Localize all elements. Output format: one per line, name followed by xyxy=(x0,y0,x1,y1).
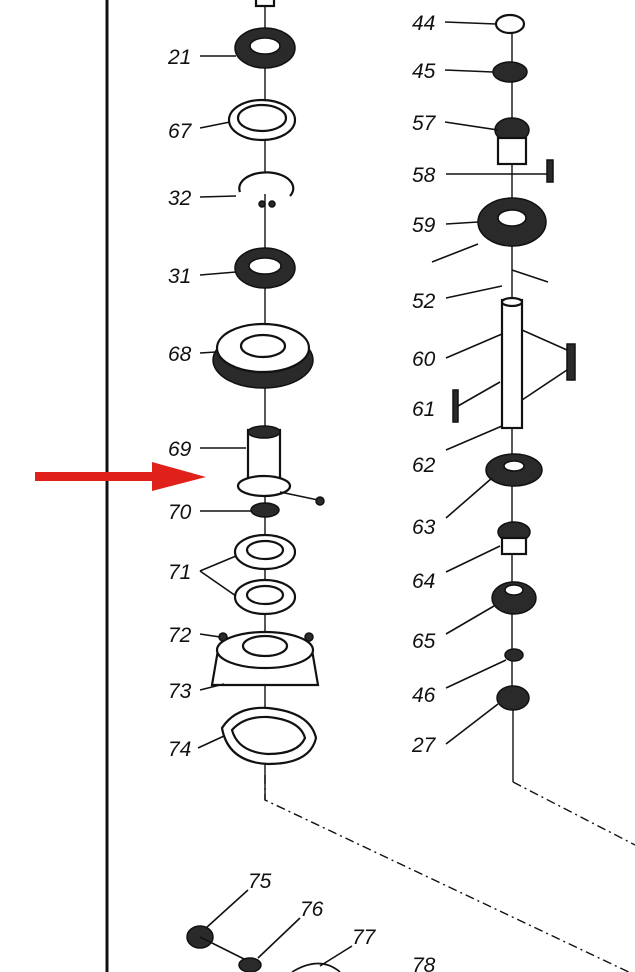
callout-69: 69 xyxy=(168,438,192,461)
callout-73: 73 xyxy=(168,680,192,703)
part-27-nut xyxy=(496,685,530,711)
callout-60: 60 xyxy=(412,348,436,371)
chain-line-left xyxy=(264,775,631,972)
bottom-assembly xyxy=(186,925,341,972)
part-70-collar xyxy=(250,491,325,518)
callout-46: 46 xyxy=(412,684,436,707)
part-65-gear xyxy=(491,581,537,615)
callout-61: 61 xyxy=(412,398,435,421)
part-52-spring xyxy=(511,269,549,283)
callout-27: 27 xyxy=(411,734,437,757)
callout-77: 77 xyxy=(352,926,377,949)
callout-71: 71 xyxy=(168,561,191,584)
part-74-gasket xyxy=(220,706,318,766)
callout-21: 21 xyxy=(167,46,191,69)
callout-70: 70 xyxy=(168,501,192,524)
part-76-washer xyxy=(238,957,262,972)
left-assembly xyxy=(210,0,325,800)
callout-59: 59 xyxy=(412,214,436,237)
part-32-snap-ring xyxy=(238,171,295,208)
part-60-shaft xyxy=(500,296,576,430)
callout-65: 65 xyxy=(412,630,436,653)
part-59-gear xyxy=(431,197,547,263)
callout-31: 31 xyxy=(168,265,191,288)
part-44-washer xyxy=(494,13,526,35)
leader-lines xyxy=(197,21,547,967)
part-77-clip xyxy=(291,962,341,972)
callout-74: 74 xyxy=(168,738,191,761)
callout-64: 64 xyxy=(412,570,435,593)
part-63-gear xyxy=(485,453,543,487)
part-69-shaft xyxy=(236,425,292,498)
callout-67: 67 xyxy=(168,120,193,143)
part-31-nut xyxy=(234,247,296,289)
callout-72: 72 xyxy=(168,624,192,647)
callout-75: 75 xyxy=(248,870,272,893)
chain-line-right xyxy=(512,781,635,846)
callout-63: 63 xyxy=(412,516,436,539)
callout-44: 44 xyxy=(412,12,435,35)
part-67-ring xyxy=(227,98,297,142)
callout-45: 45 xyxy=(412,60,436,83)
part-71-rings xyxy=(233,533,297,616)
callout-62: 62 xyxy=(412,454,436,477)
part-73-housing xyxy=(210,630,320,687)
part-61-pin xyxy=(452,389,459,423)
part-46-washer xyxy=(504,648,524,662)
callout-57: 57 xyxy=(412,112,437,135)
part-21-nut xyxy=(234,27,296,69)
right-assembly xyxy=(431,13,576,782)
callout-labels: 21 67 32 31 68 69 70 71 72 73 74 75 76 7… xyxy=(167,12,437,972)
part-64-bushing xyxy=(497,521,531,556)
part-57-bushing xyxy=(494,117,530,166)
part-45-nut xyxy=(492,61,528,83)
callout-52: 52 xyxy=(412,290,436,313)
callout-78: 78 xyxy=(412,954,436,972)
callout-68: 68 xyxy=(168,343,192,366)
callout-76: 76 xyxy=(300,898,324,921)
part-58-pin xyxy=(546,159,554,183)
part-68-gear xyxy=(212,322,314,389)
callout-32: 32 xyxy=(168,187,192,210)
highlight-arrow xyxy=(35,462,206,491)
callout-58: 58 xyxy=(412,164,436,187)
